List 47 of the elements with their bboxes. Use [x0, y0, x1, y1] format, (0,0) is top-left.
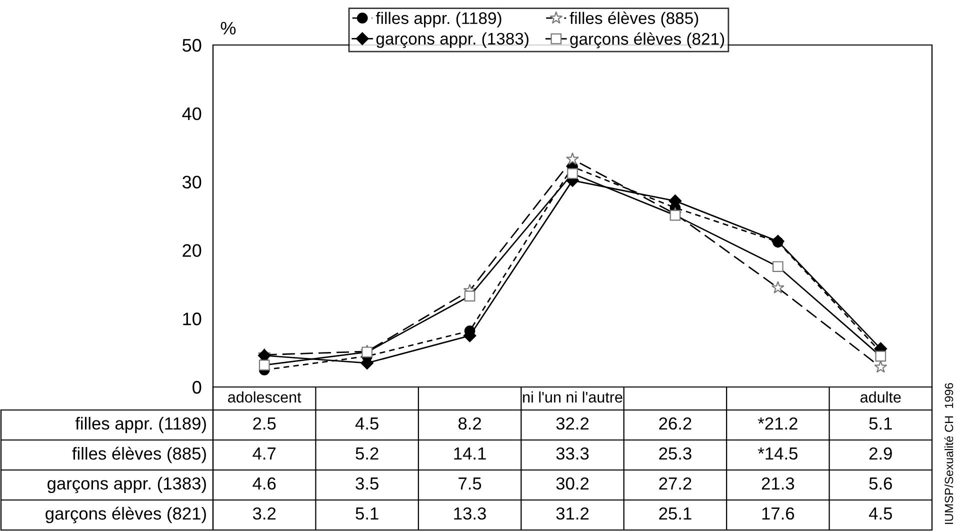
data-label: 8.2 [458, 417, 481, 430]
y-tick-label: 40 [182, 107, 202, 120]
text: garçons appr. (1383) [48, 476, 206, 494]
data-label: 30.2 [556, 477, 589, 490]
data-label: 5.6 [869, 477, 892, 490]
data-label: 2.5 [253, 417, 276, 430]
data-label: 4.7 [252, 448, 276, 460]
data-label: 25.1 [659, 507, 692, 520]
y-tick-label: 20 [182, 244, 202, 257]
data-label: 5.2 [356, 447, 378, 460]
y-tick-label: 0 [192, 380, 202, 394]
y-tick-label: 50 [182, 38, 202, 52]
data-label: 17.6 [762, 507, 794, 520]
data-label: *14.5 [758, 448, 798, 460]
y-axis-title: % [220, 22, 236, 35]
data-label: *21.2 [758, 417, 798, 430]
y-tick-label: 10 [183, 312, 202, 326]
legend-label: filles appr. (1189) [376, 12, 502, 28]
x-tick-label: adolescent [228, 391, 302, 403]
x-tick-label: adulte [860, 391, 901, 403]
data-label: 14.1 [454, 448, 486, 460]
data-label: 5.1 [869, 418, 892, 430]
legend-label: garçons appr. (1383) [376, 32, 528, 48]
data-label: 3.5 [356, 477, 378, 490]
data-label: 31.2 [556, 507, 589, 520]
text: IUMSP/Sexualité CH 1996 [944, 383, 954, 524]
data-label: 13.3 [454, 507, 486, 520]
text: filles appr. (1189) [75, 416, 206, 434]
data-label: 26.2 [659, 417, 692, 430]
data-label: 21.3 [762, 477, 794, 490]
data-label: 2.9 [869, 447, 892, 460]
x-tick-label: ni l'un ni l'autre [523, 391, 622, 403]
data-label: 33.3 [556, 447, 589, 460]
text: garçons élèves (821) [46, 506, 206, 524]
data-label: 7.5 [458, 478, 482, 490]
data-label: 4.6 [252, 477, 276, 490]
data-label: 3.2 [252, 507, 276, 520]
data-label: 5.1 [356, 508, 378, 520]
data-label: 32.2 [556, 417, 589, 430]
legend-label: garçons élèves (821) [570, 32, 724, 48]
data-label: 4.5 [868, 508, 892, 520]
data-label: 27.2 [659, 477, 692, 490]
y-tick-label: 30 [182, 176, 202, 189]
data-label: 4.5 [355, 418, 378, 430]
text: filles élèves (885) [72, 446, 206, 464]
legend-label: filles élèves (885) [570, 12, 698, 28]
data-label: 25.3 [659, 447, 692, 460]
